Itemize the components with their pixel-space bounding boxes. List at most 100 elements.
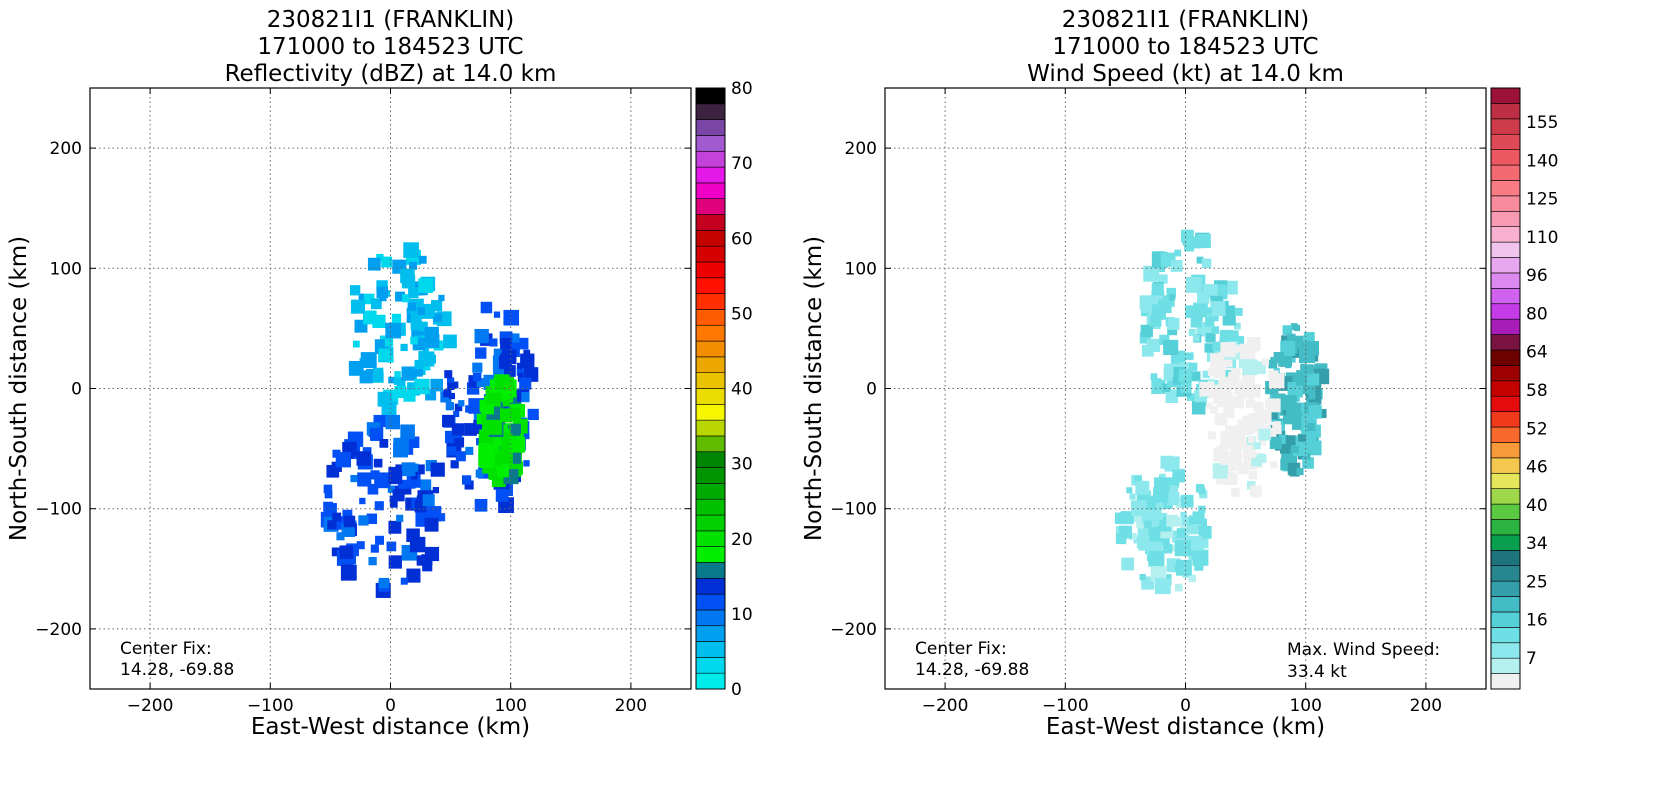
y-tick-label: −200 [830, 620, 877, 640]
data-cell [1167, 485, 1178, 496]
data-cell [495, 489, 509, 502]
data-cell [433, 313, 442, 323]
data-cell [1148, 527, 1163, 542]
colorbar-swatch [695, 641, 726, 658]
data-cell [520, 353, 535, 368]
data-cell [388, 376, 395, 384]
data-cell [1230, 487, 1240, 497]
colorbar-label: 7 [1526, 649, 1537, 669]
data-cell [1162, 383, 1171, 392]
data-cell [327, 520, 337, 530]
data-cell [510, 333, 520, 343]
data-cell [444, 370, 453, 379]
data-cell [417, 307, 425, 315]
colorbar-swatch [1490, 118, 1521, 135]
data-cell [1180, 382, 1191, 393]
data-cell [1189, 362, 1198, 371]
data-cell [1169, 492, 1180, 503]
colorbar-swatch [695, 293, 726, 310]
data-cell [509, 436, 526, 453]
data-cell [1279, 434, 1289, 445]
data-cell [397, 479, 407, 489]
chart-title-line: Reflectivity (dBZ) at 14.0 km [225, 61, 557, 87]
data-cell [1158, 274, 1168, 284]
data-cell [1210, 405, 1218, 414]
data-cell [1230, 330, 1239, 339]
colorbar-swatch [1490, 180, 1521, 197]
data-cell [523, 432, 530, 440]
data-cell [494, 374, 510, 390]
data-cell [323, 501, 334, 512]
data-cell [514, 403, 522, 411]
data-cell [1153, 477, 1170, 493]
data-cell [403, 242, 419, 258]
panel-wind-speed: 230821I1 (FRANKLIN)171000 to 184523 UTCW… [801, 7, 1558, 740]
data-cell [410, 463, 419, 472]
colorbar-swatch [1490, 395, 1521, 412]
colorbar-frame [695, 87, 726, 690]
colorbar-swatch [695, 261, 726, 279]
data-cell [1140, 531, 1148, 538]
data-cell [1174, 540, 1191, 557]
data-cell [1237, 462, 1249, 475]
data-cell [512, 428, 521, 436]
data-cell [426, 506, 442, 522]
colorbar-label: 80 [731, 79, 753, 99]
data-cell [1162, 543, 1173, 554]
data-cell [1245, 398, 1255, 408]
chart-title-line: Wind Speed (kt) at 14.0 km [1027, 61, 1344, 87]
data-cell [1219, 329, 1234, 344]
data-cell [1186, 525, 1195, 534]
data-cell [455, 451, 466, 462]
data-cell [1307, 373, 1320, 386]
data-cell [431, 300, 443, 312]
colorbar-swatch [695, 356, 726, 373]
data-cell [384, 338, 394, 347]
data-cell [1296, 468, 1304, 476]
data-cell [1261, 358, 1270, 366]
data-cell [1305, 432, 1316, 444]
data-cell [1148, 550, 1165, 567]
data-cell [376, 280, 388, 292]
data-cell [374, 501, 384, 511]
data-cell [1163, 295, 1175, 307]
data-cell [1167, 317, 1180, 330]
data-cell [1212, 341, 1222, 351]
colorbar-swatch [695, 119, 726, 136]
data-cell [495, 459, 503, 466]
data-cell [453, 437, 465, 448]
data-cell [1195, 484, 1205, 493]
data-cell [1174, 249, 1182, 257]
data-cell [370, 298, 382, 310]
colorbar-swatch [1490, 673, 1521, 690]
data-cell [1237, 419, 1254, 435]
data-cell [465, 446, 474, 455]
data-cell [339, 545, 354, 559]
chart-title-line: 230821I1 (FRANKLIN) [267, 7, 515, 33]
data-cell [352, 340, 360, 348]
data-cell [400, 268, 415, 284]
data-cell [1188, 328, 1196, 336]
data-cell [379, 439, 389, 448]
colorbar-swatch [695, 577, 726, 595]
data-cell [1233, 322, 1241, 330]
data-cell [453, 410, 460, 418]
data-cell [1196, 256, 1204, 264]
colorbar-label: 70 [731, 154, 753, 174]
data-cell [516, 337, 529, 350]
data-cell [1302, 457, 1314, 469]
data-cell [425, 389, 437, 401]
data-cell [1246, 448, 1256, 458]
x-tick-label: −100 [247, 696, 294, 716]
colorbar-label: 30 [731, 455, 753, 475]
data-cell [1169, 477, 1180, 488]
colorbar-swatch [1490, 164, 1521, 181]
data-cell [414, 359, 424, 370]
x-tick-label: −200 [922, 696, 969, 716]
data-cell [1120, 511, 1134, 525]
data-cell [1206, 402, 1213, 409]
data-cell [427, 309, 436, 317]
data-cell [414, 378, 430, 395]
data-cell [385, 414, 401, 430]
